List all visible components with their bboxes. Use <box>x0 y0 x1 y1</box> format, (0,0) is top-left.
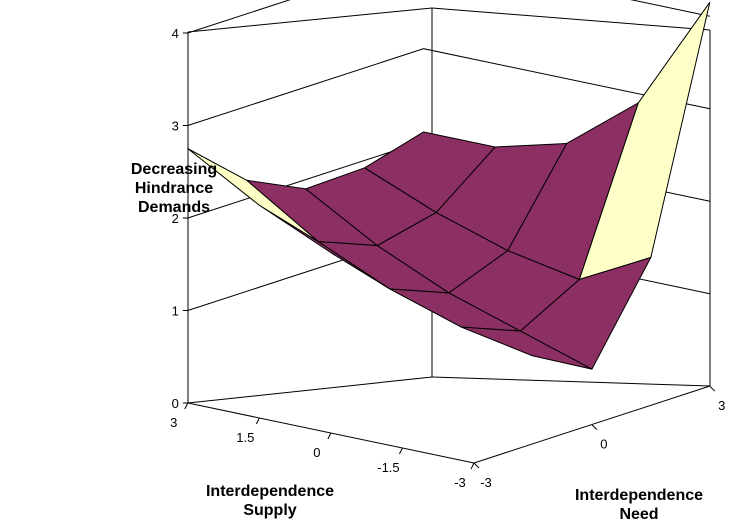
x-tick-label: 3 <box>170 415 177 430</box>
y-tick-mark <box>591 424 598 430</box>
z-gridline <box>187 48 710 126</box>
y-tick-label: -3 <box>480 475 492 490</box>
left-wall-top <box>187 7 433 33</box>
surface-mesh <box>187 1 711 370</box>
z-tick-label: 2 <box>172 211 179 226</box>
y-tick-label: 3 <box>718 398 725 413</box>
x-tick-mark <box>399 447 403 455</box>
x-tick-label: 0 <box>313 445 320 460</box>
axis-ticks: 0 1 2 3 4 3 1.5 0 -1.5 -3 -3 0 3 <box>170 26 725 490</box>
z-axis-title: Decreasing Hindrance Demands <box>108 160 240 217</box>
y-tick-label: 0 <box>600 437 607 452</box>
floor-back-right <box>431 376 711 387</box>
z-axis-title-line-3: Demands <box>137 199 211 216</box>
z-axis-title-line-2: Hindrance <box>134 180 214 197</box>
x-axis-title-line-1: Interdependence <box>205 483 335 500</box>
z-tick-label: 4 <box>172 26 179 41</box>
right-wall-top <box>431 7 711 31</box>
x-tick-label: -3 <box>454 475 466 490</box>
chart-floor <box>187 376 711 464</box>
x-tick-label: -1.5 <box>377 460 399 475</box>
z-tick-label: 1 <box>172 304 179 319</box>
x-axis-title: Interdependence Supply <box>180 482 360 520</box>
x-tick-mark <box>327 432 332 440</box>
z-tick-label: 0 <box>172 396 179 411</box>
x-tick-mark <box>184 402 189 410</box>
z-axis-title-line-1: Decreasing <box>130 161 218 178</box>
x-axis-line <box>187 402 475 464</box>
y-axis-line <box>473 385 711 464</box>
z-tick-label: 3 <box>172 119 179 134</box>
y-axis-title: Interdependence Need <box>548 486 730 524</box>
surface-patch <box>364 131 496 213</box>
y-axis-title-line-1: Interdependence <box>574 487 704 504</box>
floor-back-left <box>187 376 433 404</box>
y-axis-title-line-2: Need <box>619 506 659 523</box>
y-tick-mark <box>473 462 480 469</box>
x-tick-mark <box>255 417 260 425</box>
z-gridline <box>187 0 710 34</box>
y-tick-mark <box>709 385 716 392</box>
x-tick-label: 1.5 <box>236 430 254 445</box>
x-axis-title-line-2: Supply <box>243 502 297 519</box>
x-tick-mark <box>470 462 475 470</box>
